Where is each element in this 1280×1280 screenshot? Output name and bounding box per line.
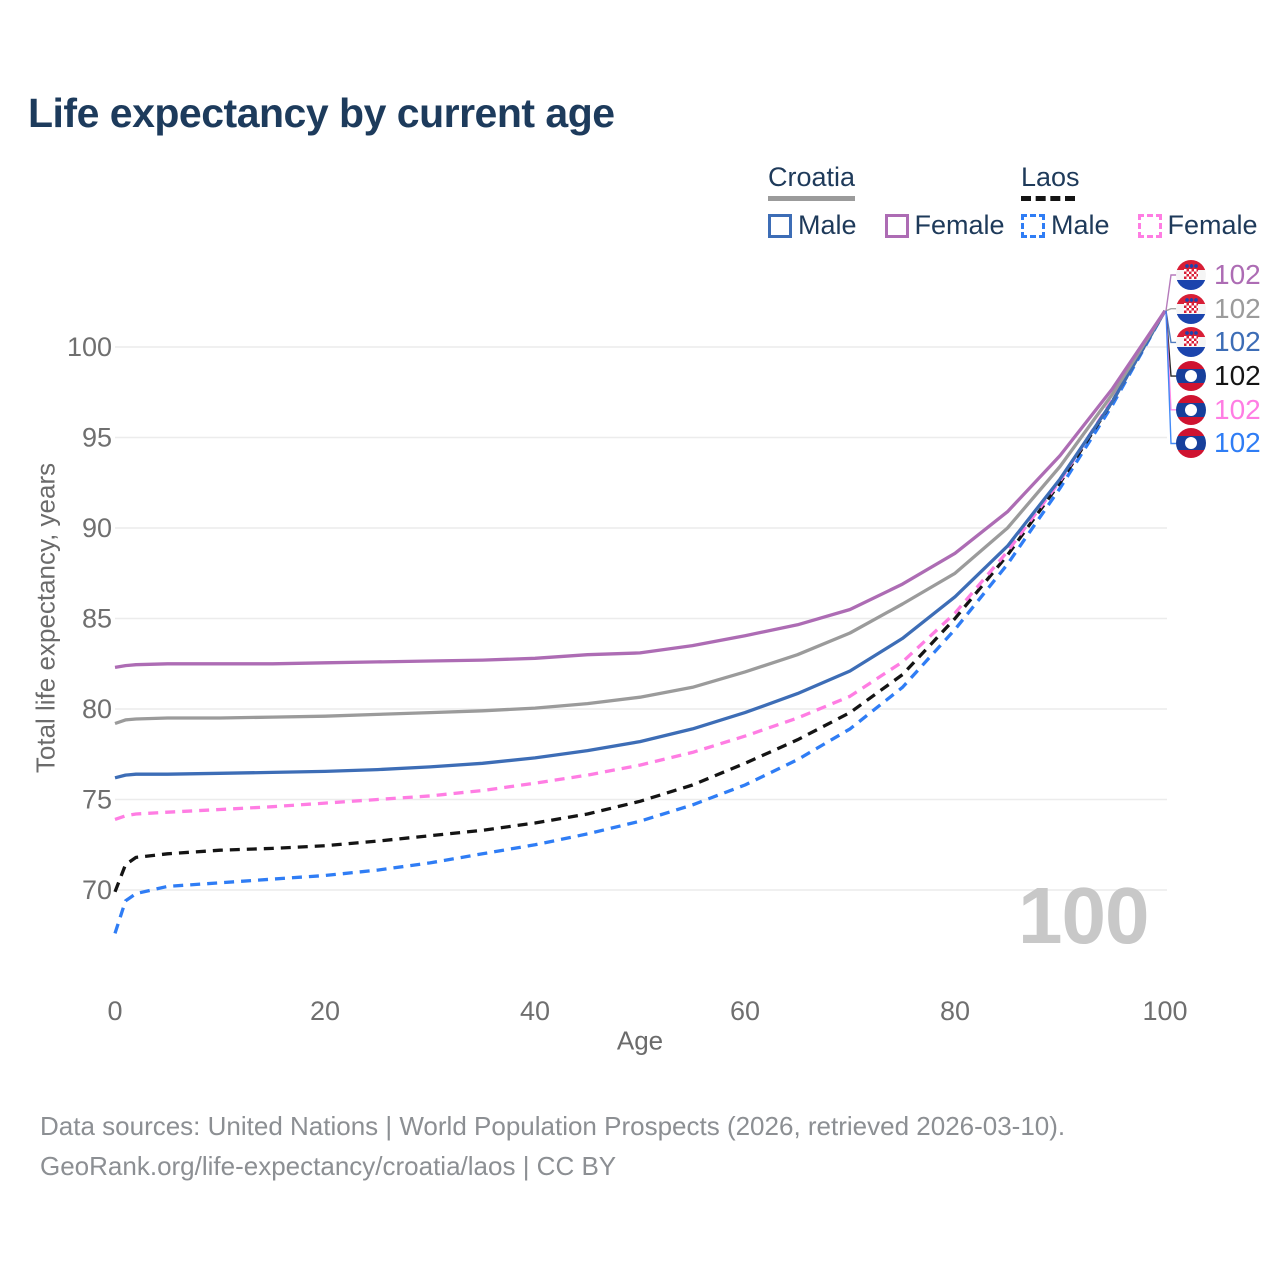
y-tick-label: 100 bbox=[67, 332, 112, 362]
end-label-row: 102 bbox=[1176, 393, 1261, 427]
series-line-croatia_total bbox=[114, 309, 1167, 726]
data-source-line: Data sources: United Nations | World Pop… bbox=[40, 1111, 1066, 1141]
page-title: Life expectancy by current age bbox=[28, 90, 615, 136]
end-label-leader bbox=[1165, 274, 1177, 311]
laos-flag-icon bbox=[1176, 394, 1206, 425]
laos-female-label: Female bbox=[1167, 210, 1258, 240]
y-axis-title: Total life expectancy, years bbox=[30, 462, 61, 774]
end-value: 102 bbox=[1214, 258, 1261, 290]
x-tick-label: 40 bbox=[520, 996, 550, 1026]
y-tick-label: 85 bbox=[82, 604, 112, 634]
series-line-laos_female bbox=[114, 309, 1167, 821]
legend-croatia-label[interactable]: Croatia bbox=[768, 162, 856, 192]
legend-laos-female[interactable]: Female bbox=[1137, 210, 1258, 241]
croatia-flag-icon bbox=[1176, 327, 1206, 358]
end-value: 102 bbox=[1214, 292, 1261, 324]
series-line-croatia_male bbox=[114, 309, 1167, 780]
end-label-row: 102 bbox=[1176, 359, 1261, 393]
croatia-line-swatch bbox=[768, 196, 855, 201]
end-value: 102 bbox=[1214, 393, 1261, 425]
laos-male-label: Male bbox=[1051, 210, 1110, 240]
croatia-male-label: Male bbox=[798, 210, 857, 240]
laos-flag-icon bbox=[1176, 360, 1206, 391]
legend-croatia-female[interactable]: Female bbox=[884, 210, 1005, 241]
end-label-leader bbox=[1165, 308, 1177, 312]
end-label-leader bbox=[1165, 310, 1177, 445]
croatia-male-swatch-icon bbox=[768, 213, 792, 238]
end-value: 102 bbox=[1214, 427, 1261, 459]
x-axis-title: Age bbox=[616, 1025, 664, 1056]
end-label-row: 102 bbox=[1176, 325, 1261, 359]
laos-line-swatch bbox=[1021, 196, 1075, 201]
attribution-line: GeoRank.org/life-expectancy/croatia/laos… bbox=[40, 1151, 617, 1181]
y-tick-label: 90 bbox=[82, 513, 112, 543]
legend-group-laos[interactable]: Laos Male Female bbox=[1021, 162, 1280, 241]
legend-laos-label[interactable]: Laos bbox=[1021, 162, 1080, 192]
end-label-row: 102 bbox=[1176, 292, 1261, 326]
x-tick-label: 60 bbox=[730, 996, 760, 1026]
legend: Croatia Male Female Laos Male bbox=[0, 162, 1280, 242]
y-tick-label: 70 bbox=[82, 875, 112, 905]
laos-female-swatch-icon bbox=[1137, 213, 1162, 238]
end-value: 102 bbox=[1214, 359, 1261, 391]
legend-group-croatia[interactable]: Croatia Male Female bbox=[768, 162, 1027, 241]
end-label-row: 102 bbox=[1176, 258, 1261, 292]
footer: Data sources: United Nations | World Pop… bbox=[40, 1106, 1065, 1186]
croatia-flag-icon bbox=[1176, 259, 1206, 290]
end-value: 102 bbox=[1214, 326, 1261, 358]
x-tick-label: 80 bbox=[940, 996, 970, 1026]
series-line-laos_total bbox=[113, 309, 1167, 893]
croatia-female-label: Female bbox=[914, 210, 1005, 240]
legend-croatia-male[interactable]: Male bbox=[768, 210, 857, 241]
series-end-labels: 102 102 102 102 102 102 bbox=[1176, 258, 1261, 460]
croatia-flag-icon bbox=[1176, 293, 1206, 324]
croatia-female-swatch-icon bbox=[884, 213, 909, 238]
y-tick-label: 75 bbox=[82, 785, 112, 815]
end-label-leader bbox=[1165, 310, 1177, 344]
legend-laos-male[interactable]: Male bbox=[1021, 210, 1110, 241]
y-tick-label: 80 bbox=[82, 694, 112, 724]
laos-flag-icon bbox=[1176, 428, 1206, 459]
y-tick-label: 95 bbox=[82, 423, 112, 453]
age-frame-watermark: 100 bbox=[1018, 871, 1149, 960]
laos-male-swatch-icon bbox=[1021, 213, 1045, 238]
x-tick-label: 100 bbox=[1142, 996, 1187, 1026]
end-label-row: 102 bbox=[1176, 426, 1261, 460]
series-line-laos_male bbox=[113, 309, 1167, 934]
x-tick-label: 0 bbox=[107, 996, 122, 1026]
x-tick-label: 20 bbox=[310, 996, 340, 1026]
series-line-croatia_female bbox=[114, 309, 1167, 670]
